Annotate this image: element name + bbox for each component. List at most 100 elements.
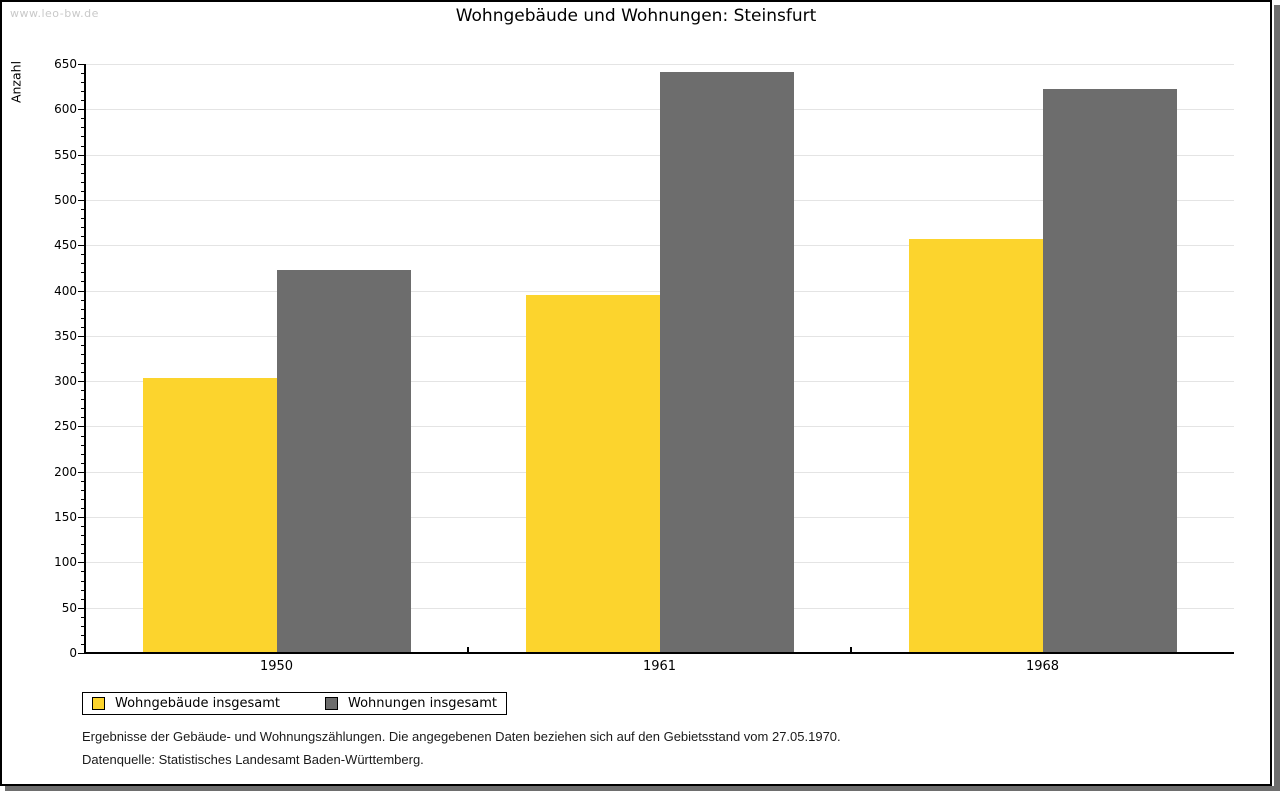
y-tick-minor [81,625,85,627]
y-tick-major [78,290,85,292]
y-tick-minor [81,317,85,319]
y-tick-minor [81,353,85,355]
y-tick-label-200: 200 [54,464,77,479]
y-tick-minor [81,634,85,636]
legend-box: Wohngebäude insgesamt Wohnungen insgesam… [82,692,507,715]
y-tick-minor [81,408,85,410]
watermark-text: www.leo-bw.de [10,7,99,20]
bar-wohngebäude-insgesamt-1961 [525,295,660,653]
y-tick-major [78,245,85,247]
x-tick-label-1961: 1961 [642,659,677,674]
y-tick-minor [81,444,85,446]
y-tick-minor [81,100,85,102]
y-tick-minor [81,127,85,129]
y-tick-major [78,426,85,428]
y-tick-minor [81,399,85,401]
y-tick-major [78,64,85,65]
y-axis-line [84,64,86,653]
y-tick-minor [81,643,85,645]
y-tick-minor [81,91,85,93]
y-tick-minor [81,308,85,310]
y-tick-major [78,335,85,337]
legend-item-wohngebaeude: Wohngebäude insgesamt [92,696,280,711]
y-tick-minor [81,535,85,537]
y-tick-minor [81,299,85,301]
y-tick-label-50: 50 [61,600,77,615]
bar-wohngebäude-insgesamt-1950 [142,378,277,653]
y-tick-major [78,154,85,156]
x-boundary-tick [467,647,469,653]
y-tick-minor [81,190,85,192]
y-tick-major [78,471,85,473]
y-tick-minor [81,462,85,464]
y-tick-minor [81,598,85,600]
y-tick-minor [81,390,85,392]
plot-area: 0 50 100 150 200 250 300 350 400 450 500 550 600 650 1… [54,57,1234,674]
bar-wohnungen-insgesamt-1961 [659,72,794,653]
y-tick-minor [81,73,85,75]
y-tick-major [78,653,85,654]
y-tick-minor [81,616,85,618]
y-tick-minor [81,272,85,274]
x-axis-line [85,652,1234,654]
y-tick-major [78,199,85,201]
y-tick-label-550: 550 [54,147,77,162]
bar-wohngebäude-insgesamt-1968 [908,238,1043,653]
y-tick-label-250: 250 [54,419,77,434]
y-tick-minor [81,227,85,229]
frame-shadow-bottom [5,786,1280,791]
y-tick-label-400: 400 [54,283,77,298]
y-tick-minor [81,580,85,582]
y-tick-minor [81,208,85,210]
y-tick-minor [81,254,85,256]
y-tick-minor [81,553,85,555]
y-tick-minor [81,508,85,509]
y-tick-minor [81,489,85,491]
y-tick-minor [81,589,85,591]
legend-item-wohnungen: Wohnungen insgesamt [325,696,497,711]
y-tick-label-650: 650 [54,57,77,71]
y-tick-minor [81,82,85,84]
y-tick-label-600: 600 [54,102,77,117]
x-tick-label-1968: 1968 [1025,659,1060,674]
x-tick-label-1950: 1950 [259,659,294,674]
y-tick-minor [81,571,85,573]
y-tick-label-350: 350 [54,328,77,343]
y-tick-minor [81,181,85,183]
y-tick-minor [81,417,85,419]
y-tick-minor [81,118,85,120]
y-axis-label: Anzahl [8,60,24,104]
y-tick-minor [81,544,85,546]
gridline-650 [85,64,1234,65]
legend-label: Wohnungen insgesamt [348,696,497,711]
y-tick-minor [81,326,85,328]
y-tick-major [78,381,85,383]
y-tick-minor [81,453,85,455]
legend-label: Wohngebäude insgesamt [115,696,280,711]
y-tick-label-450: 450 [54,238,77,253]
y-tick-minor [81,344,85,346]
y-tick-minor [81,236,85,238]
y-tick-label-100: 100 [54,555,77,570]
y-tick-label-300: 300 [54,374,77,389]
y-tick-minor [81,480,85,482]
y-tick-major [78,109,85,111]
chart-title: Wohngebäude und Wohnungen: Steinsfurt [455,6,817,26]
y-tick-minor [81,172,85,174]
footnote-gebietsstand: Ergebnisse der Gebäude- und Wohnungszähl… [82,729,841,744]
y-tick-minor [81,163,85,165]
footnote-datenquelle: Datenquelle: Statistisches Landesamt Bad… [82,752,424,767]
y-tick-major [78,607,85,609]
y-tick-minor [81,498,85,500]
y-tick-minor [81,526,85,528]
legend-swatch-yellow [92,697,105,710]
legend-swatch-gray [325,697,338,710]
y-tick-minor [81,263,85,265]
frame-shadow-right [1274,5,1280,791]
x-boundary-tick [850,647,852,653]
y-tick-minor [81,435,85,437]
y-tick-minor [81,145,85,147]
y-tick-minor [81,136,85,138]
